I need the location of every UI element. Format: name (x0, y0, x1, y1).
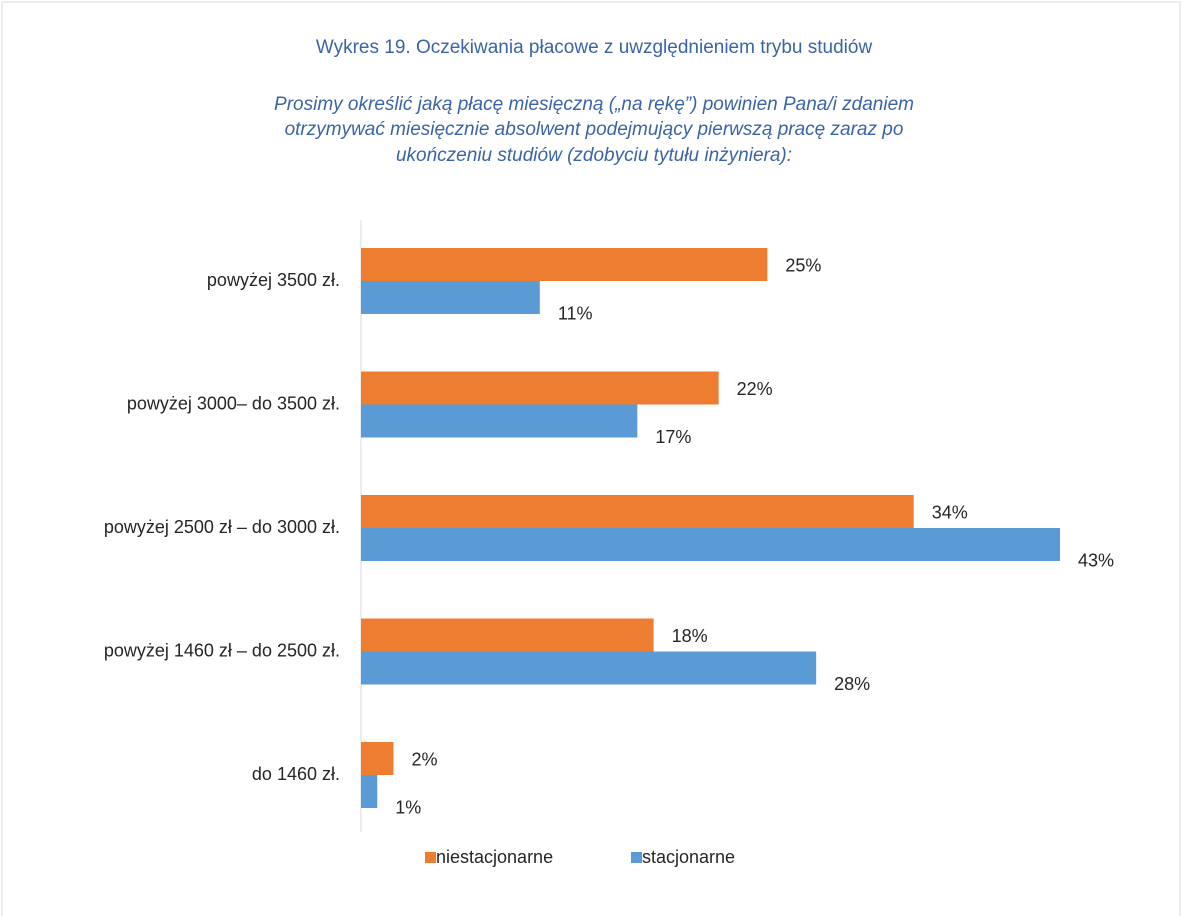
bar (361, 742, 394, 775)
data-label: 17% (655, 427, 691, 447)
legend-label: niestacjonarne (436, 847, 553, 867)
legend-label: stacjonarne (642, 847, 735, 867)
chart-subtitle: Prosimy określić jaką płacę miesięczną (… (274, 94, 914, 115)
data-label: 11% (558, 303, 593, 323)
y-tick-label: do 1460 zł. (252, 764, 340, 784)
data-label: 43% (1078, 550, 1114, 570)
bar (361, 248, 768, 281)
data-label: 22% (737, 379, 773, 399)
bar (361, 281, 540, 314)
bar (361, 495, 914, 528)
bar (361, 775, 378, 808)
data-label: 2% (412, 749, 438, 769)
legend-swatch (631, 852, 642, 863)
y-tick-label: powyżej 2500 zł – do 3000 zł. (104, 517, 340, 537)
chart-title: Wykres 19. Oczekiwania płacowe z uwzględ… (316, 37, 873, 58)
chart-subtitle: ukończeniu studiów (zdobyciu tytułu inży… (396, 145, 792, 166)
bar (361, 618, 654, 652)
bar (361, 371, 719, 405)
y-tick-label: powyżej 1460 zł – do 2500 zł. (104, 640, 340, 660)
bar (361, 404, 638, 438)
data-label: 34% (932, 502, 968, 522)
bar (361, 651, 817, 685)
data-label: 25% (785, 255, 821, 275)
y-tick-label: powyżej 3500 zł. (207, 270, 340, 290)
chart-subtitle: otrzymywać miesięcznie absolwent podejmu… (285, 119, 904, 140)
data-label: 1% (395, 797, 421, 817)
data-label: 18% (672, 626, 708, 646)
data-label: 28% (834, 674, 870, 694)
bar (361, 528, 1060, 561)
legend-swatch (425, 852, 436, 863)
y-tick-label: powyżej 3000– do 3500 zł. (127, 393, 340, 413)
